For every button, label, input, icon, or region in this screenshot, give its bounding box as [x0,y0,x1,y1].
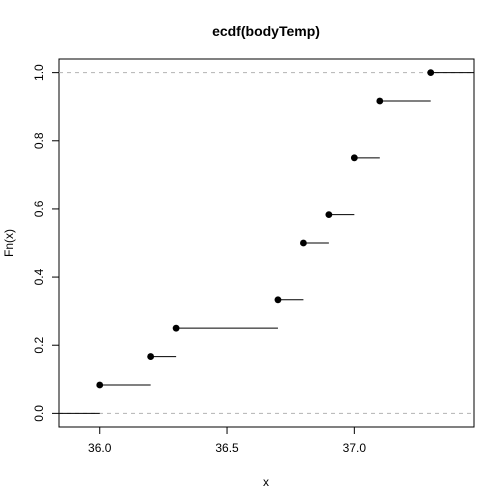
chart-title: ecdf(bodyTemp) [212,23,320,39]
step-segments [59,73,474,414]
data-point-2 [173,325,180,332]
data-point-5 [325,211,332,218]
data-point-3 [275,296,282,303]
data-point-6 [351,154,358,161]
y-axis: 0.0 0.2 0.4 0.6 0.8 1.0 [32,64,59,422]
data-point-8 [427,69,434,76]
x-axis: 36.0 36.5 37.0 [88,427,366,455]
y-tick-label-4: 0.8 [32,132,46,149]
y-tick-label-3: 0.6 [32,200,46,217]
x-axis-label: x [263,475,269,489]
x-tick-label-0: 36.0 [88,441,112,455]
plot-frame [59,59,474,427]
data-point-4 [300,240,307,247]
data-point-0 [96,382,103,389]
reference-lines [59,73,474,414]
y-tick-label-2: 0.4 [32,268,46,285]
y-tick-label-0: 0.0 [32,405,46,422]
x-tick-label-2: 37.0 [343,441,367,455]
y-tick-label-1: 0.2 [32,337,46,354]
x-tick-label-1: 36.5 [215,441,239,455]
y-tick-label-5: 1.0 [32,64,46,81]
data-point-7 [376,98,383,105]
data-points [96,69,434,388]
y-axis-label: Fn(x) [2,229,16,257]
data-point-1 [147,353,154,360]
